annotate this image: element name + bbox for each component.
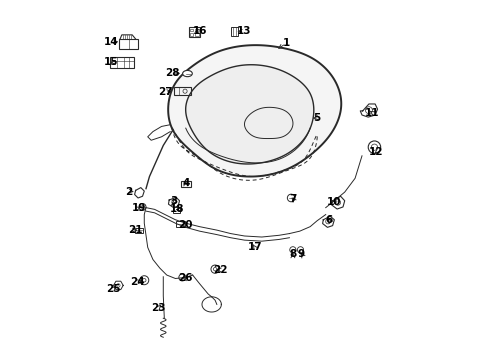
- Text: 1: 1: [282, 39, 289, 49]
- Text: 10: 10: [326, 198, 341, 207]
- Text: 23: 23: [150, 303, 165, 313]
- Text: 25: 25: [106, 284, 120, 294]
- Text: 16: 16: [192, 26, 206, 36]
- Bar: [119, 39, 138, 49]
- Text: 8: 8: [289, 249, 296, 259]
- Bar: [181, 181, 190, 187]
- Bar: [135, 228, 142, 233]
- Polygon shape: [185, 65, 313, 164]
- Text: 27: 27: [157, 87, 172, 97]
- Bar: [195, 29, 198, 31]
- Text: 14: 14: [104, 37, 119, 47]
- Text: 24: 24: [130, 277, 144, 287]
- Bar: [189, 29, 193, 31]
- Text: 20: 20: [178, 220, 193, 230]
- Text: 22: 22: [213, 265, 227, 275]
- Bar: [176, 221, 184, 228]
- Text: 4: 4: [182, 179, 189, 188]
- Text: 7: 7: [288, 194, 296, 204]
- Text: 17: 17: [247, 242, 262, 252]
- Text: 2: 2: [125, 187, 132, 197]
- Text: 3: 3: [170, 196, 177, 206]
- Bar: [174, 87, 190, 95]
- Text: 5: 5: [313, 113, 320, 123]
- Bar: [195, 33, 198, 36]
- Bar: [173, 207, 179, 213]
- Bar: [189, 33, 193, 36]
- Text: 6: 6: [325, 215, 332, 225]
- Text: 19: 19: [132, 203, 146, 213]
- Text: 26: 26: [178, 274, 193, 283]
- Bar: [109, 57, 134, 68]
- Text: 15: 15: [104, 58, 119, 67]
- Text: 21: 21: [128, 225, 142, 235]
- Text: 9: 9: [297, 249, 305, 259]
- Text: 28: 28: [164, 68, 179, 78]
- Text: 11: 11: [365, 108, 379, 118]
- Text: 18: 18: [169, 204, 184, 214]
- Bar: [188, 27, 200, 37]
- Ellipse shape: [182, 71, 192, 77]
- Text: 12: 12: [368, 147, 382, 157]
- Text: 13: 13: [237, 26, 251, 36]
- Polygon shape: [168, 45, 341, 176]
- Bar: [230, 27, 237, 36]
